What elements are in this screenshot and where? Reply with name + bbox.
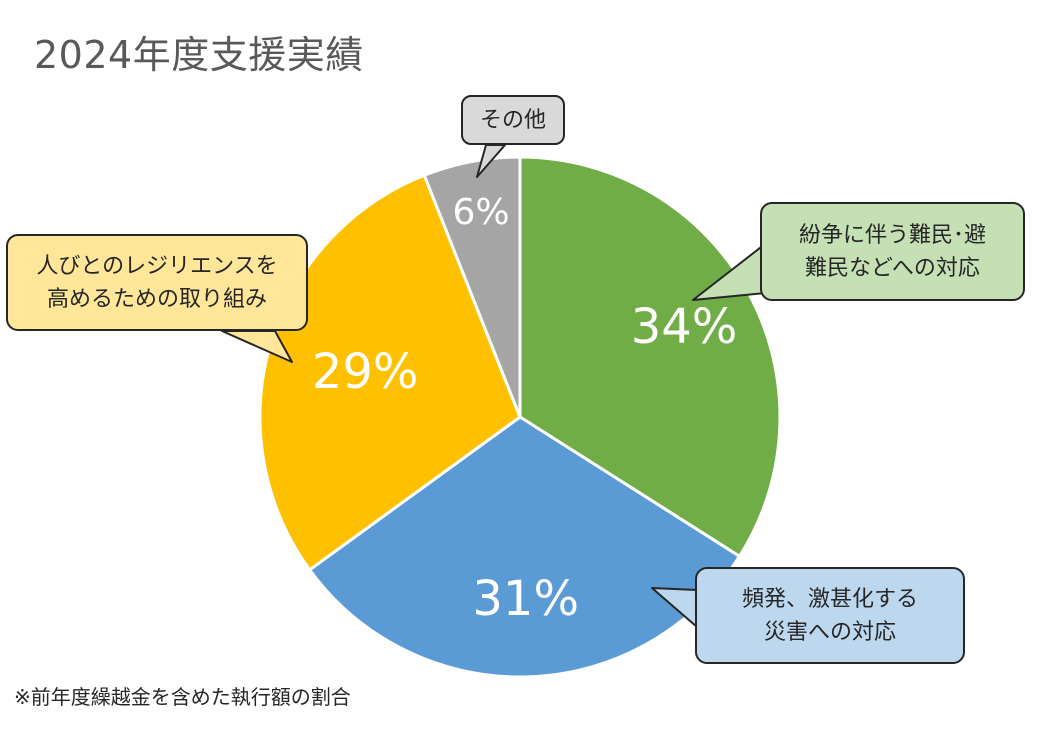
data-label-conflict: 34%	[631, 299, 738, 355]
footnote: ※前年度繰越金を含めた執行額の割合	[14, 685, 351, 709]
chart-title: 2024年度支援実績	[34, 33, 364, 77]
data-label-disaster: 31%	[472, 571, 579, 627]
pie-slice-other	[422, 155, 522, 418]
callout-resilience: 人びとのレジリエンスを 高めるための取り組み	[6, 234, 308, 331]
callout-other: その他	[461, 95, 565, 145]
data-label-resilience: 29%	[312, 344, 419, 400]
data-label-other: 6%	[452, 192, 509, 233]
callout-conflict: 紛争に伴う難民･避 難民などへの対応	[760, 202, 1025, 301]
callout-tail-other	[476, 144, 506, 178]
callout-tail-resilience	[221, 330, 293, 363]
callout-disaster: 頻発、激甚化する 災害への対応	[695, 567, 965, 664]
